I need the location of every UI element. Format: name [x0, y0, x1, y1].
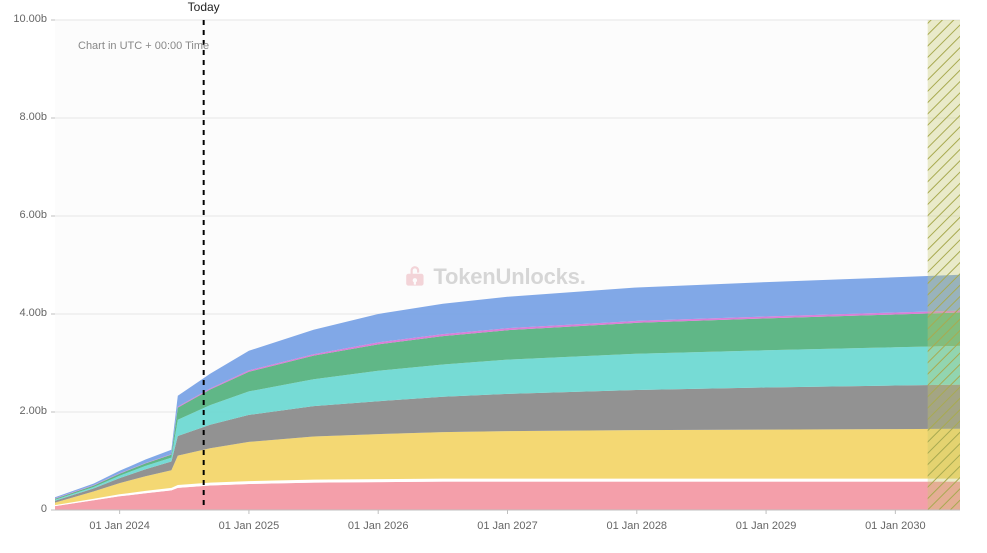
- x-axis-label: 01 Jan 2028: [597, 520, 677, 532]
- projection-overlay: [928, 20, 960, 510]
- today-marker-label: Today: [188, 0, 220, 14]
- x-axis-label: 01 Jan 2029: [726, 520, 806, 532]
- x-axis-label: 01 Jan 2027: [468, 520, 548, 532]
- y-axis-label: 10.00b: [1, 13, 47, 25]
- y-axis-label: 8.00b: [1, 111, 47, 123]
- x-axis-label: 01 Jan 2030: [855, 520, 935, 532]
- y-axis-label: 2.00b: [1, 405, 47, 417]
- y-axis-label: 6.00b: [1, 209, 47, 221]
- y-axis-label: 4.00b: [1, 307, 47, 319]
- x-axis-label: 01 Jan 2026: [338, 520, 418, 532]
- utc-info-label: Chart in UTC + 00:00 Time: [78, 40, 209, 52]
- x-axis-label: 01 Jan 2025: [209, 520, 289, 532]
- y-axis-label: 0: [1, 503, 47, 515]
- x-axis-label: 01 Jan 2024: [80, 520, 160, 532]
- token-unlock-chart: [0, 0, 987, 553]
